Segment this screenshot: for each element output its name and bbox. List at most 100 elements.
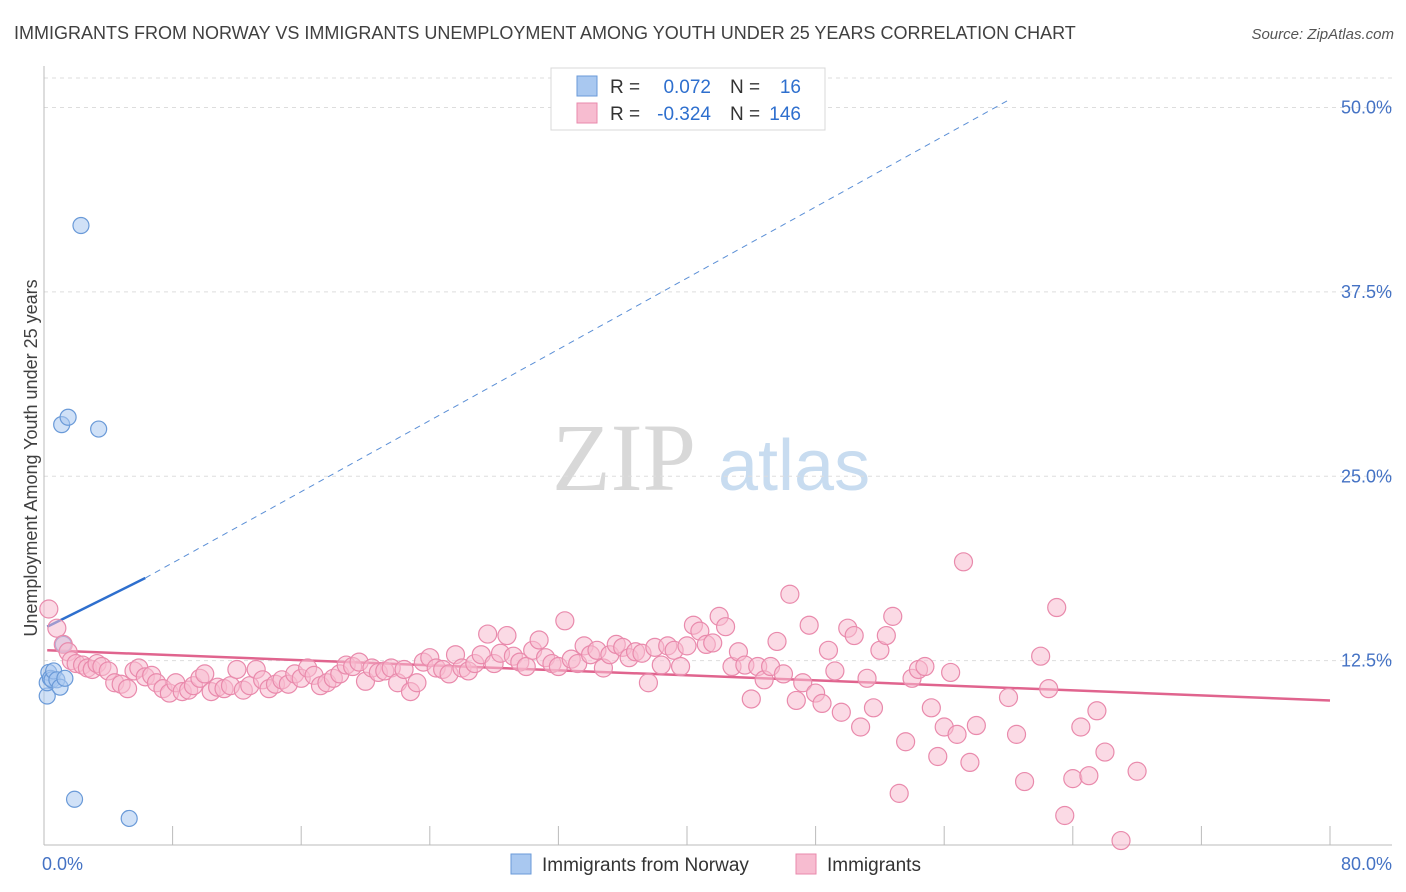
point-immigrants: [876, 625, 896, 646]
legend-swatch-immigrants: [576, 102, 598, 124]
point-immigrants: [947, 724, 967, 744]
point-immigrants: [1006, 724, 1027, 744]
point-immigrants: [407, 673, 427, 693]
point-immigrants: [516, 656, 536, 677]
point-norway: [65, 790, 84, 808]
point-immigrants: [39, 599, 59, 619]
point-immigrants: [1111, 830, 1131, 851]
point-immigrants: [966, 715, 986, 736]
point-immigrants: [786, 690, 806, 711]
bottom-legend-swatch-immigrants: [795, 853, 817, 875]
point-immigrants: [953, 552, 974, 572]
point-immigrants: [1087, 701, 1107, 721]
point-immigrants: [896, 732, 916, 752]
y-axis-label: Unemployment Among Youth under 25 years: [21, 279, 41, 636]
point-immigrants: [715, 617, 736, 637]
point-immigrants: [741, 689, 761, 709]
legend-n-label-norway: N =: [730, 77, 760, 98]
series-legend: Immigrants from Norway Immigrants: [510, 853, 921, 876]
point-immigrants: [844, 625, 864, 646]
point-immigrants: [1014, 771, 1035, 792]
legend-n-value-norway: 16: [780, 77, 801, 98]
legend-r-value-immigrants: -0.324: [657, 104, 711, 125]
chart-title: IMMIGRANTS FROM NORWAY VS IMMIGRANTS UNE…: [14, 23, 1076, 43]
point-immigrants: [1031, 646, 1051, 666]
watermark-zip: ZIP: [552, 404, 696, 511]
y-tick-label: 25.0%: [1341, 466, 1392, 486]
point-immigrants: [195, 664, 215, 684]
point-immigrants: [670, 656, 691, 677]
point-immigrants: [47, 618, 67, 638]
point-immigrants: [1095, 742, 1115, 762]
y-tick-label: 37.5%: [1341, 282, 1392, 302]
point-immigrants: [651, 655, 671, 675]
axes: [43, 66, 1392, 846]
point-norway: [120, 809, 138, 828]
bottom-legend-label-norway: Immigrants from Norway: [542, 855, 749, 876]
point-immigrants: [638, 673, 659, 693]
point-immigrants: [1079, 766, 1099, 786]
legend-swatch-norway: [576, 75, 598, 97]
series-immigrants: [39, 552, 1147, 851]
point-immigrants: [703, 633, 723, 653]
legend-n-label-immigrants: N =: [730, 104, 760, 125]
point-norway: [59, 408, 77, 426]
point-immigrants: [117, 679, 138, 699]
data-points: [38, 216, 1147, 851]
bottom-legend-label-immigrants: Immigrants: [827, 855, 921, 876]
point-norway: [72, 216, 90, 235]
point-immigrants: [889, 783, 909, 803]
point-norway: [90, 420, 108, 438]
point-immigrants: [1071, 717, 1091, 737]
point-immigrants: [921, 698, 941, 718]
point-immigrants: [863, 698, 884, 718]
point-immigrants: [555, 611, 575, 631]
bottom-legend-swatch-norway: [510, 853, 532, 875]
gridlines: [44, 77, 1392, 662]
point-immigrants: [941, 662, 961, 683]
point-immigrants: [478, 624, 498, 644]
x-tick-label: 80.0%: [1341, 854, 1392, 874]
y-tick-label: 12.5%: [1341, 651, 1392, 671]
point-immigrants: [1055, 805, 1075, 826]
point-immigrants: [1039, 679, 1059, 699]
point-immigrants: [767, 631, 787, 652]
legend-r-label-immigrants: R =: [610, 104, 640, 125]
point-immigrants: [227, 659, 247, 680]
chart-source: Source: ZipAtlas.com: [1251, 26, 1394, 43]
legend-n-value-immigrants: 146: [769, 104, 801, 125]
y-tick-labels: 12.5% 25.0% 37.5% 50.0%: [1341, 98, 1392, 671]
point-immigrants: [857, 668, 877, 688]
point-immigrants: [497, 625, 517, 646]
point-immigrants: [883, 606, 903, 626]
point-immigrants: [799, 615, 819, 635]
point-immigrants: [1063, 769, 1083, 789]
y-tick-label: 50.0%: [1341, 98, 1392, 118]
point-immigrants: [960, 752, 980, 773]
point-immigrants: [928, 746, 948, 767]
legend-r-label-norway: R =: [610, 77, 640, 98]
point-immigrants: [851, 717, 871, 737]
point-immigrants: [773, 664, 794, 684]
x-tick-labels: 0.0% 80.0%: [42, 854, 1392, 874]
point-immigrants: [793, 673, 813, 693]
point-immigrants: [1127, 761, 1147, 781]
correlation-legend: R = 0.072 N = 16 R = -0.324 N = 146: [550, 67, 826, 131]
series-norway: [38, 216, 138, 828]
trend-line-norway: [46, 576, 146, 628]
point-immigrants: [915, 656, 935, 677]
point-immigrants: [780, 584, 800, 604]
point-norway: [56, 669, 74, 687]
x-tick-label: 0.0%: [42, 854, 83, 874]
point-immigrants: [825, 661, 845, 681]
point-immigrants: [677, 636, 697, 656]
point-immigrants: [529, 630, 549, 650]
point-immigrants: [1047, 597, 1067, 618]
point-immigrants: [394, 659, 414, 680]
trend-lines: [46, 99, 1331, 702]
watermark-atlas: atlas: [718, 426, 870, 506]
legend-r-value-norway: 0.072: [663, 77, 711, 98]
point-immigrants: [998, 687, 1019, 708]
point-immigrants: [831, 702, 851, 722]
